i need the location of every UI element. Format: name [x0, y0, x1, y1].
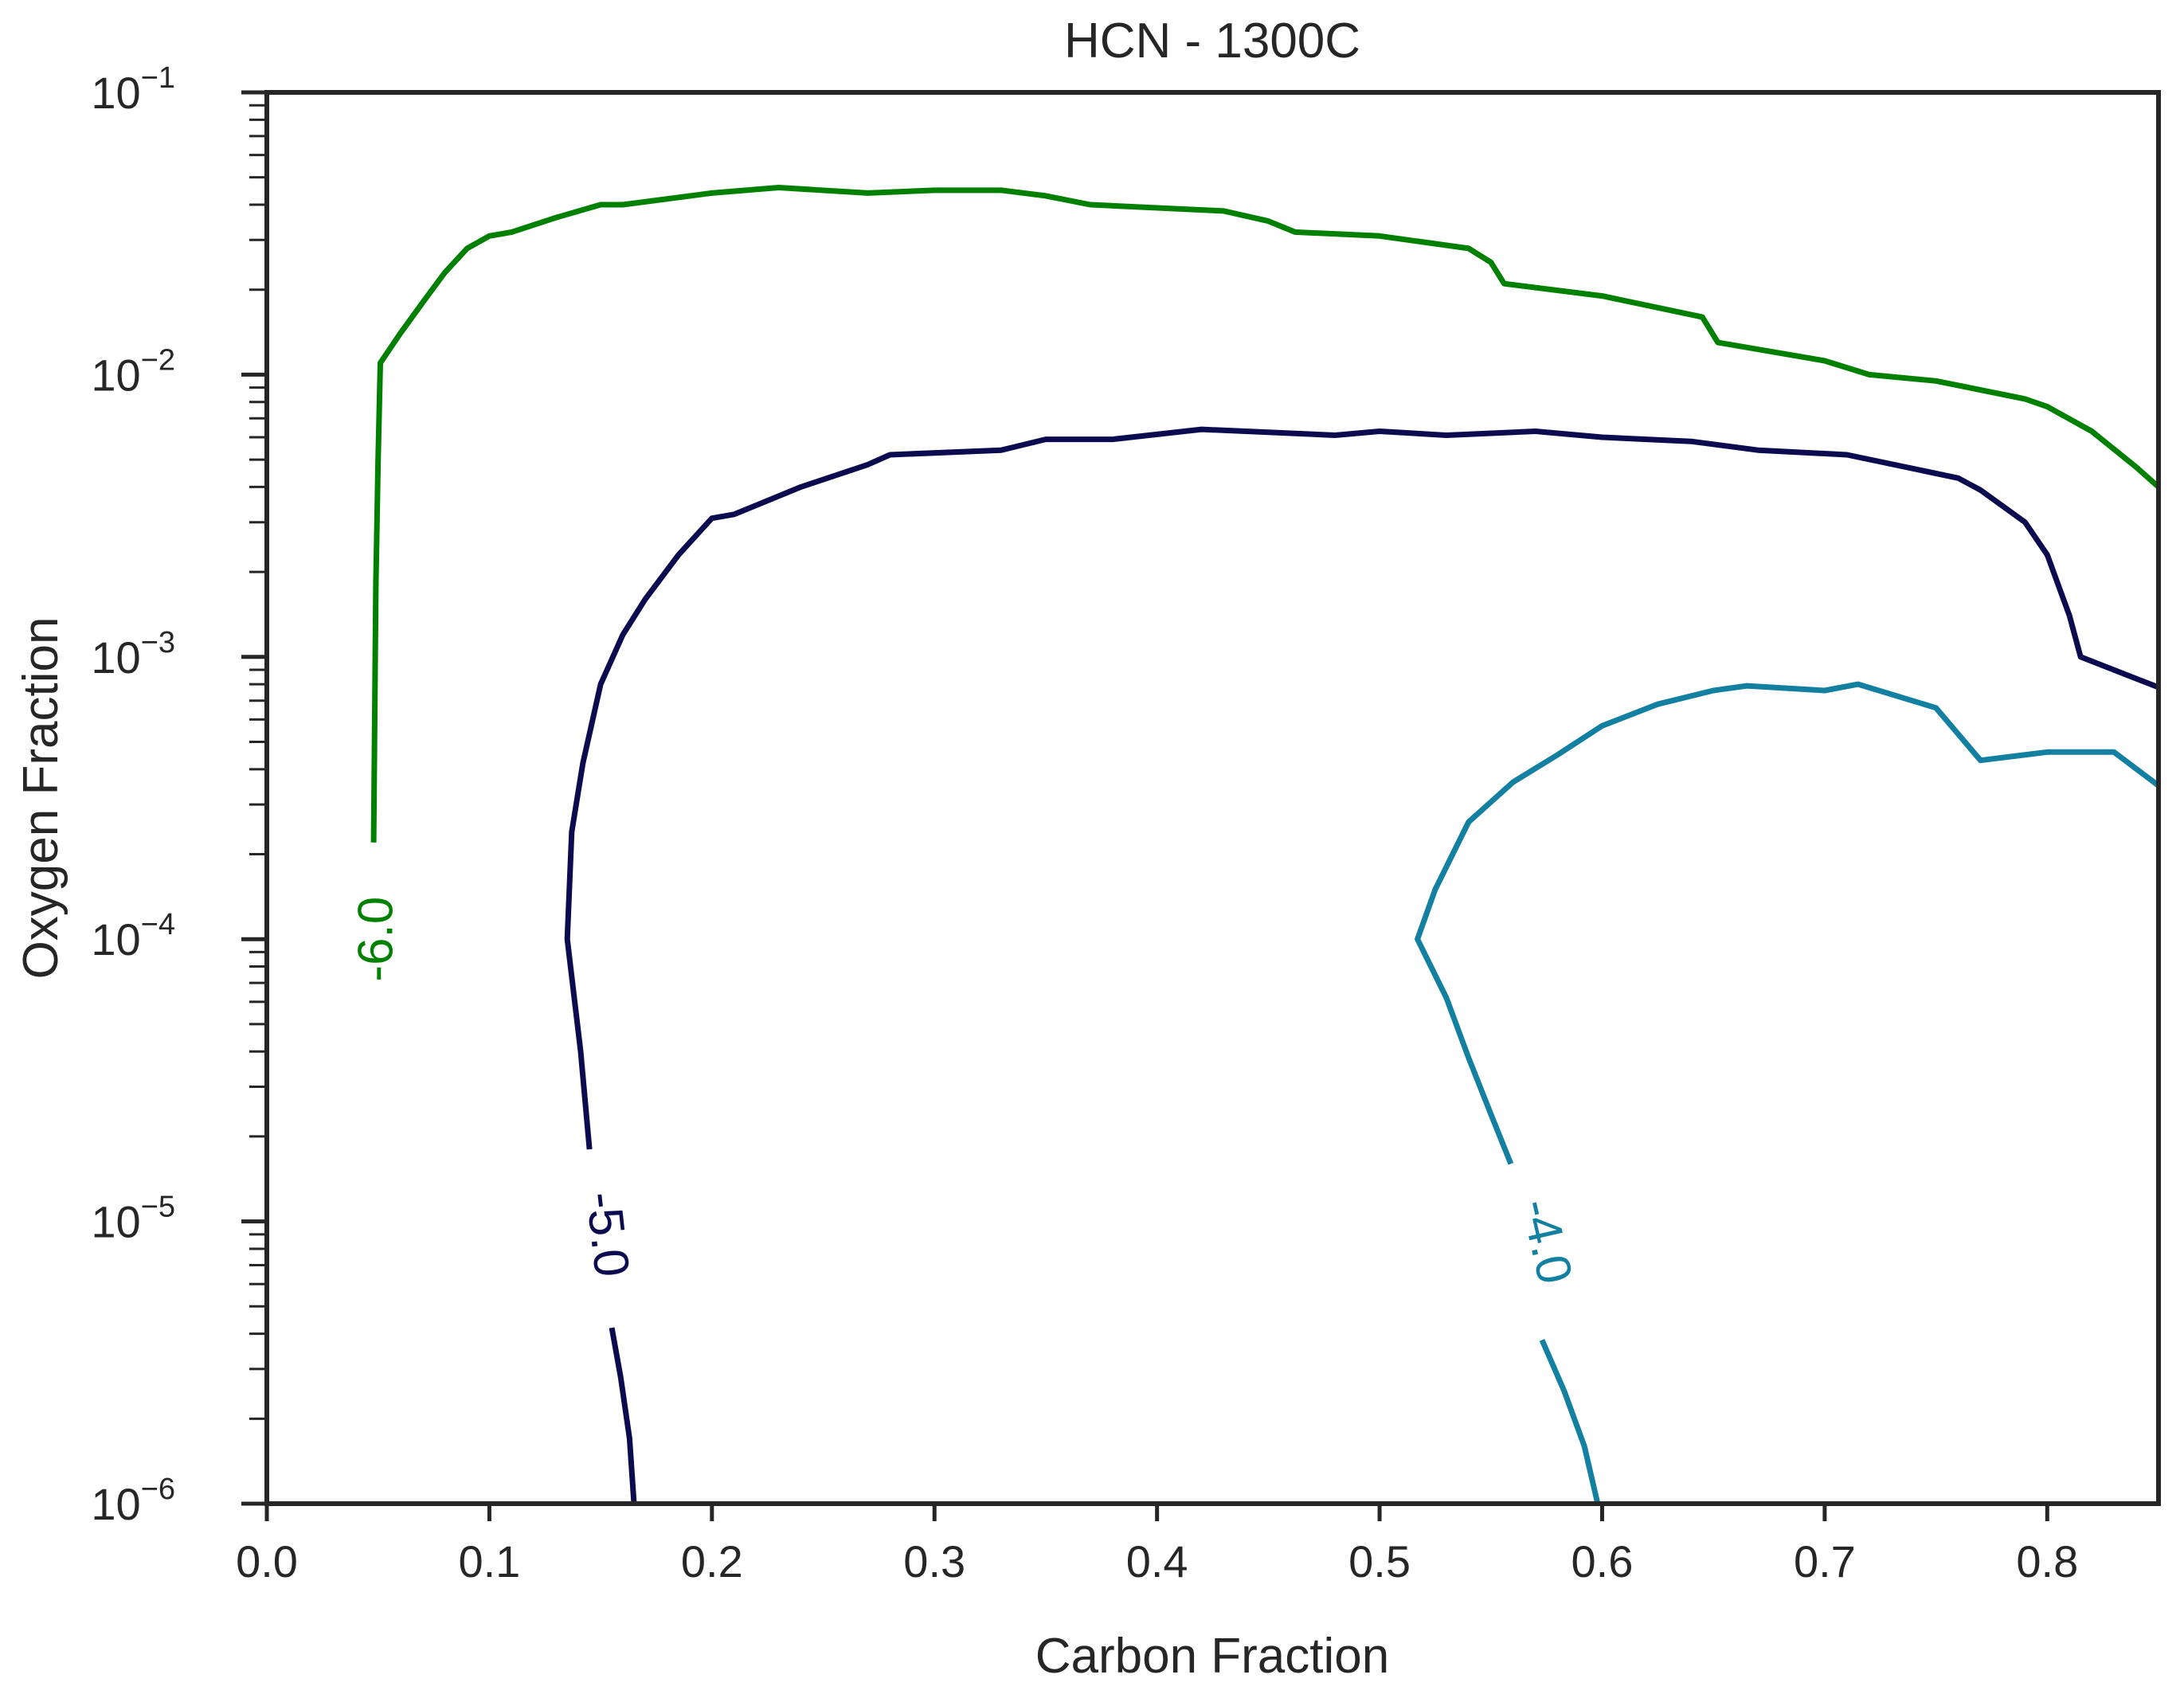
x-tick-label: 0.5 — [1348, 1536, 1411, 1586]
contour-label: -6.0 — [348, 897, 403, 982]
contour-lines — [370, 185, 2159, 1504]
x-tick-label: 0.2 — [681, 1536, 743, 1586]
contour-labels: -6.0 -5.0 -4.0 — [348, 897, 1583, 1289]
x-tick-label: 0.8 — [2016, 1536, 2078, 1586]
contour-line--4.0-upper — [1415, 681, 2159, 1165]
y-tick-label: 10−2 — [91, 343, 175, 400]
x-tick-label: 0.3 — [903, 1536, 965, 1586]
y-axis-label: Oxygen Fraction — [14, 617, 68, 980]
contour-line--4.0-lower — [1539, 1339, 1601, 1504]
x-axis-ticks: 0.0 0.1 0.2 0.3 0.4 0.5 0.6 0.7 0.8 — [236, 1504, 2078, 1586]
contour-line--5.0-upper — [564, 426, 2159, 1150]
contour-label: -4.0 — [1510, 1194, 1583, 1289]
contour-line--6.0-upper — [370, 185, 2159, 843]
contour-label: -5.0 — [575, 1189, 639, 1280]
y-tick-label: 10−3 — [91, 626, 175, 683]
x-tick-label: 0.4 — [1126, 1536, 1188, 1586]
contour-line--5.0-lower — [609, 1327, 637, 1504]
y-axis-ticks: 10−1 10−2 10−3 10−4 10−5 10−6 — [91, 61, 267, 1529]
y-tick-label: 10−4 — [91, 908, 175, 964]
x-tick-label: 0.0 — [236, 1536, 298, 1586]
y-tick-label: 10−6 — [91, 1473, 175, 1529]
x-axis-label: Carbon Fraction — [1035, 1629, 1390, 1684]
plot-frame — [264, 90, 2161, 1506]
x-tick-label: 0.7 — [1794, 1536, 1856, 1586]
x-tick-label: 0.6 — [1571, 1536, 1634, 1586]
y-tick-label: 10−5 — [91, 1191, 175, 1247]
chart-title: HCN - 1300C — [1064, 14, 1360, 68]
y-tick-label: 10−1 — [91, 61, 175, 118]
x-tick-label: 0.1 — [458, 1536, 520, 1586]
